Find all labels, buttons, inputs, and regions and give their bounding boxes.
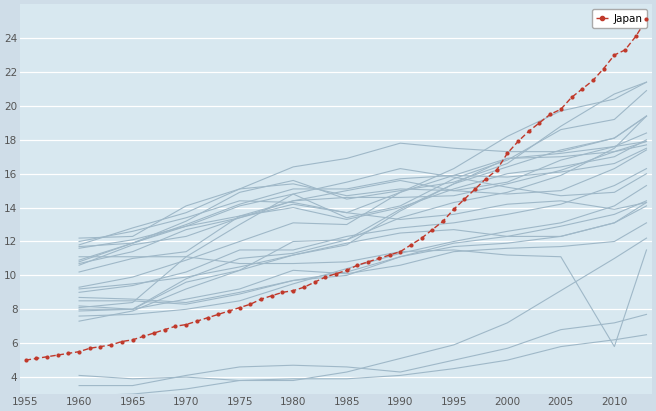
Point xyxy=(609,52,620,58)
Point xyxy=(620,46,630,53)
Point xyxy=(106,342,117,348)
Point xyxy=(138,333,148,340)
Point xyxy=(42,353,52,360)
Point xyxy=(202,314,213,321)
Point xyxy=(417,235,427,241)
Point xyxy=(74,349,85,355)
Point xyxy=(234,304,245,311)
Point xyxy=(577,85,588,92)
Point xyxy=(502,150,512,157)
Point xyxy=(556,106,566,113)
Point xyxy=(31,355,41,362)
Point xyxy=(641,16,651,23)
Point xyxy=(127,337,138,343)
Point xyxy=(170,323,180,330)
Point xyxy=(630,33,641,40)
Point xyxy=(52,352,63,358)
Point xyxy=(320,274,331,280)
Point xyxy=(224,308,234,314)
Point xyxy=(310,279,320,286)
Point xyxy=(566,94,577,101)
Point xyxy=(20,357,31,363)
Point xyxy=(192,318,202,324)
Point xyxy=(331,270,341,277)
Point xyxy=(491,167,502,173)
Point xyxy=(545,111,556,118)
Point xyxy=(149,330,159,336)
Point xyxy=(373,255,384,262)
Point xyxy=(288,287,298,294)
Point xyxy=(181,321,192,328)
Point xyxy=(95,343,106,350)
Point xyxy=(213,311,224,318)
Point xyxy=(588,77,598,84)
Point xyxy=(534,120,544,126)
Point xyxy=(395,248,405,255)
Point xyxy=(245,301,256,307)
Point xyxy=(427,226,438,233)
Point xyxy=(117,338,127,345)
Point xyxy=(298,284,309,291)
Point xyxy=(513,138,523,145)
Point xyxy=(277,289,288,296)
Point xyxy=(405,242,416,248)
Point xyxy=(363,259,373,265)
Point xyxy=(438,218,448,224)
Point xyxy=(342,267,352,274)
Point xyxy=(266,293,277,299)
Point xyxy=(384,252,395,259)
Point xyxy=(256,296,266,302)
Point xyxy=(459,196,470,202)
Point xyxy=(598,65,609,72)
Legend: Japan: Japan xyxy=(592,9,647,28)
Point xyxy=(159,326,170,333)
Point xyxy=(85,345,95,351)
Point xyxy=(481,175,491,182)
Point xyxy=(63,350,73,357)
Point xyxy=(352,262,363,268)
Point xyxy=(523,128,534,134)
Point xyxy=(449,206,459,212)
Point xyxy=(470,186,480,192)
